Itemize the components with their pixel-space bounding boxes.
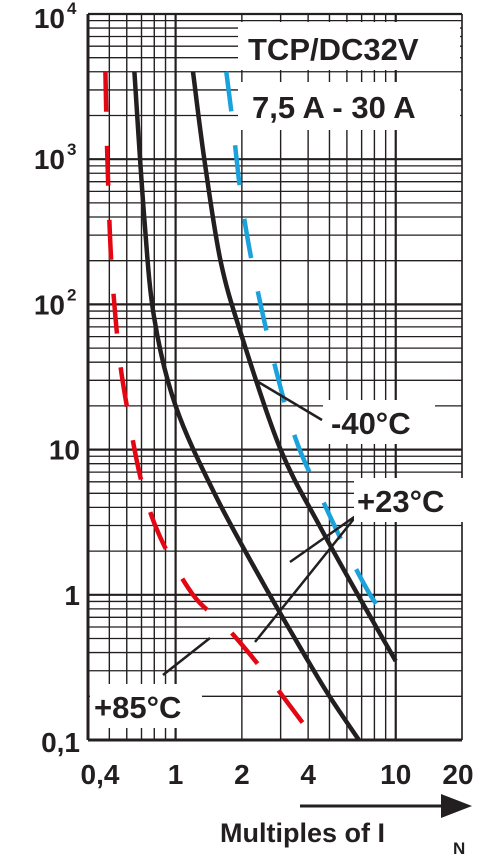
label-box-plus85	[90, 684, 202, 728]
label-box-plus23	[354, 478, 466, 522]
annotation-minus40: -40°C	[331, 406, 411, 441]
annotation-plus85: +85°C	[94, 690, 181, 725]
leader-plus23-a	[289, 513, 358, 564]
y-tick-exponent: 2	[67, 285, 76, 304]
x-axis-label: Multiples of I	[220, 818, 385, 848]
x-axis-label-subscript: N	[453, 839, 465, 858]
x-tick-label: 20	[442, 759, 473, 790]
leader-plus85	[162, 637, 211, 676]
chart-subtitle: 7,5 A - 30 A	[252, 90, 416, 125]
annotation-leaders	[162, 378, 358, 676]
label-box-minus40	[323, 400, 435, 444]
x-tick-label: 2	[234, 759, 250, 790]
y-tick-exponent: 4	[67, 0, 77, 18]
xlabel-arrow-head	[441, 794, 472, 818]
series-curves	[103, 71, 398, 742]
subtitle-box	[238, 82, 460, 130]
y-tick-exponent: 3	[67, 140, 76, 159]
leader-minus40	[254, 378, 323, 422]
y-tick-label: 10	[34, 144, 65, 175]
x-tick-label: 10	[380, 759, 411, 790]
annotation-plus23: +23°C	[357, 484, 444, 519]
x-tick-label: 0,4	[81, 759, 120, 790]
red-dashed-curve	[103, 71, 306, 725]
chart-title: TCP/DC32V	[248, 32, 419, 67]
x-tick-labels: 0,4 1 2 4 10 20	[81, 759, 474, 790]
y-tick-label: 10	[34, 289, 65, 320]
title-box	[238, 22, 460, 70]
black-right-curve	[190, 71, 398, 663]
y-tick-label: 1	[64, 580, 80, 611]
y-tick-label: 10	[34, 3, 65, 34]
y-tick-label: 0,1	[41, 727, 80, 758]
black-left-curve	[132, 71, 361, 742]
grid-minor	[87, 14, 463, 740]
x-tick-label: 1	[168, 759, 184, 790]
y-tick-label: 10	[49, 435, 80, 466]
x-tick-label: 4	[300, 759, 316, 790]
leader-plus23-b	[254, 514, 358, 643]
blue-dashed-curve	[224, 71, 398, 624]
